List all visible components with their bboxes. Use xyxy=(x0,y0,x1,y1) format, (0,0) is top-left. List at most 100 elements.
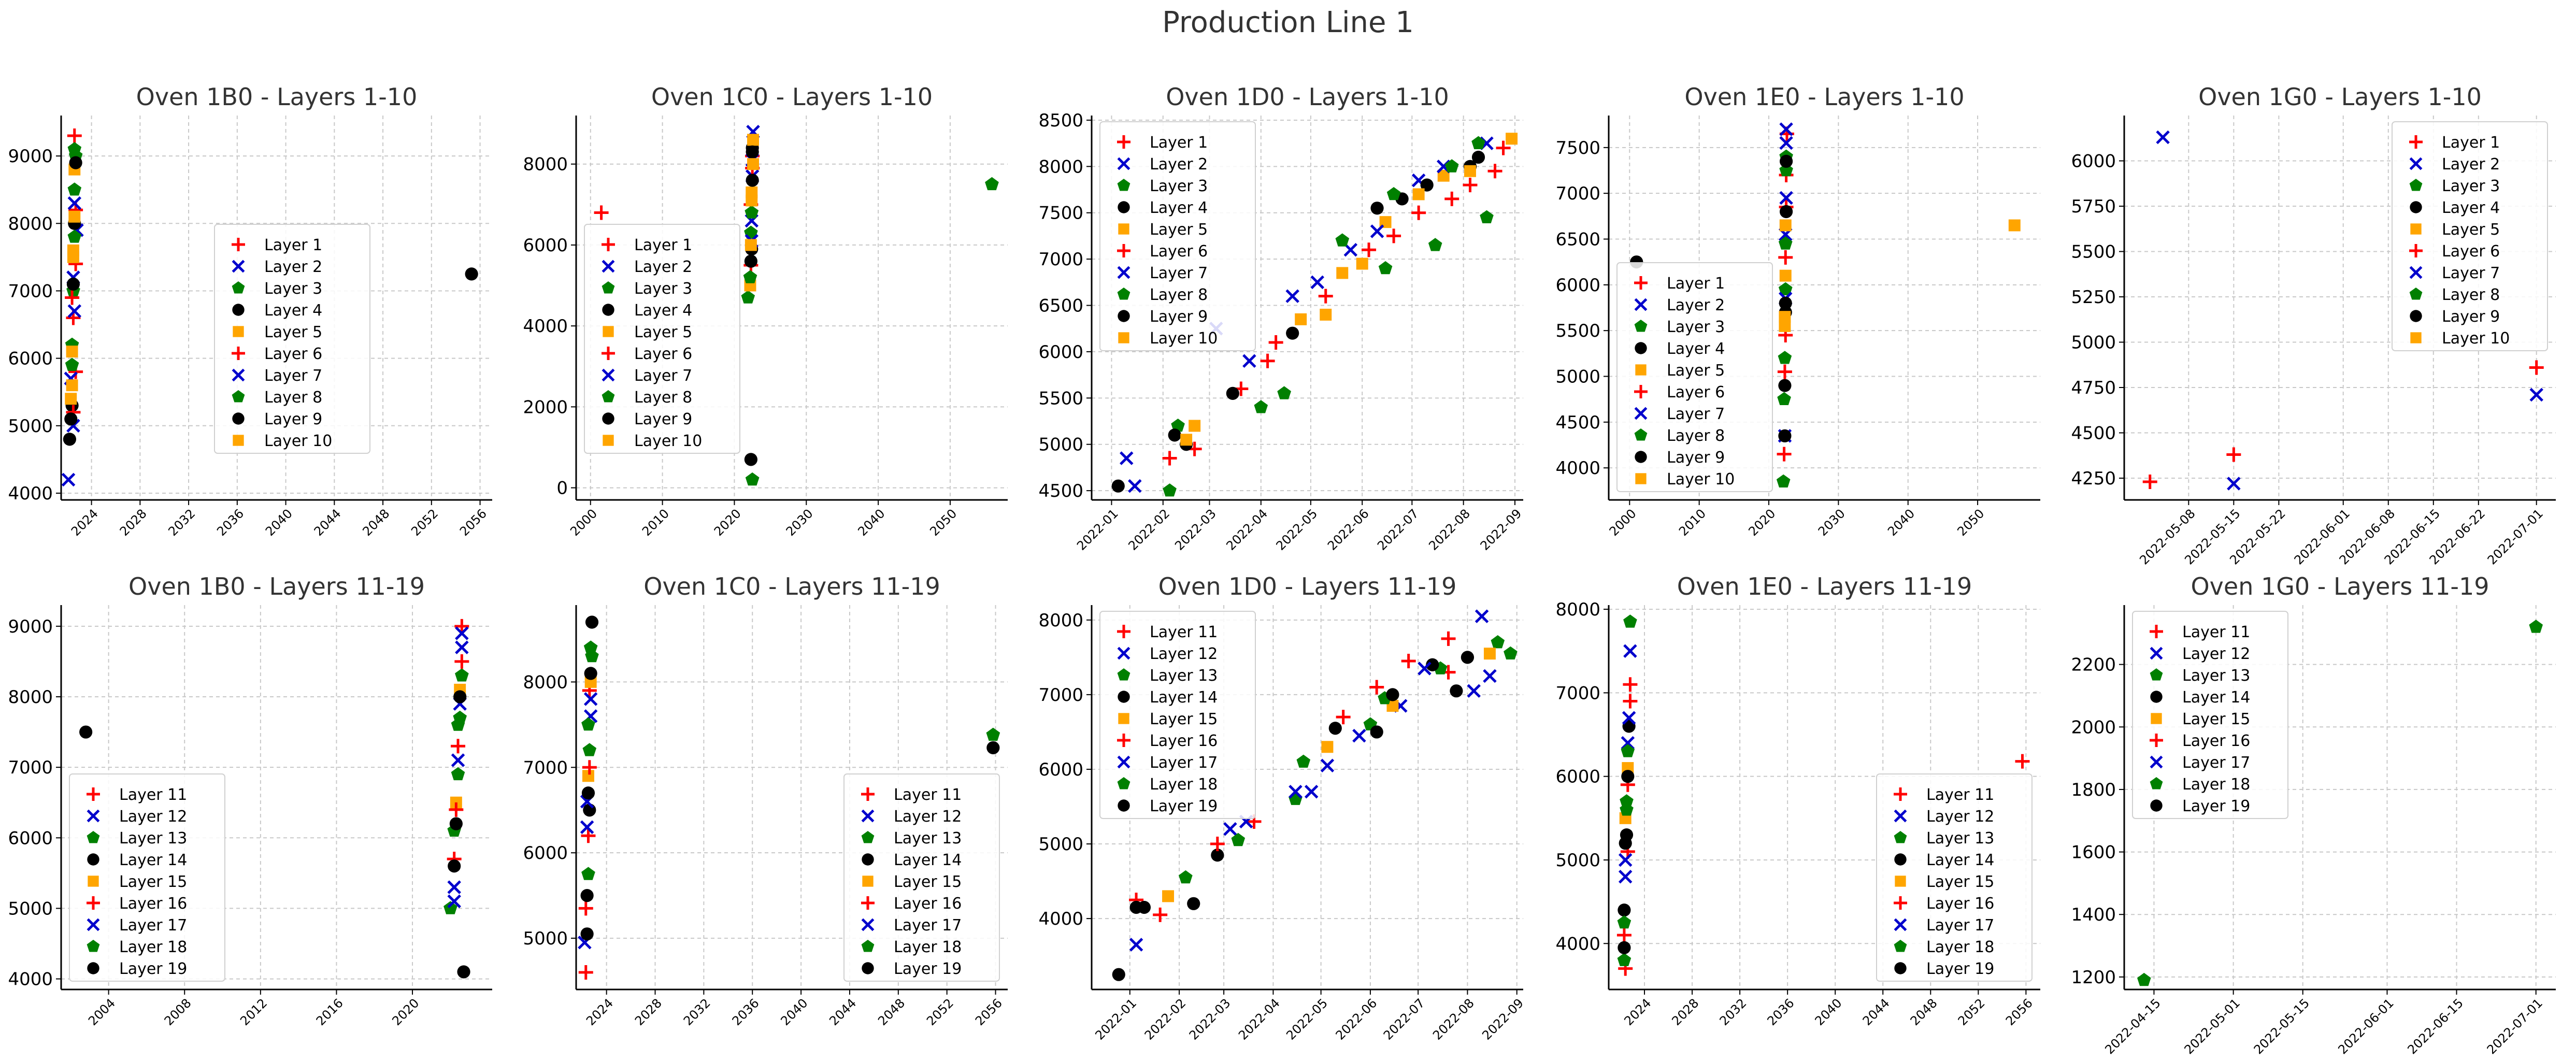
legend-item: Layer 16 xyxy=(1894,895,1994,913)
data-point xyxy=(1779,320,1791,332)
data-point xyxy=(1437,169,1450,182)
data-point xyxy=(1506,133,1518,145)
chart-panel-7: 2024 2028 2032 2036 2040 2044 2048 2052 2056 5000… xyxy=(523,572,1008,1028)
legend-marker xyxy=(1634,407,1648,420)
data-points xyxy=(61,128,478,487)
legend-label: Layer 15 xyxy=(119,873,187,891)
data-point xyxy=(447,880,461,894)
data-point xyxy=(1352,728,1366,743)
legend-item: Layer 1 xyxy=(602,236,692,254)
legend-item: Layer 5 xyxy=(603,323,692,341)
data-points xyxy=(1112,609,1518,981)
legend-label: Layer 10 xyxy=(1150,329,1218,348)
legend-marker xyxy=(1117,777,1130,790)
legend-label: Layer 9 xyxy=(1150,308,1208,326)
data-point xyxy=(744,254,757,268)
data-point xyxy=(63,433,77,446)
legend-marker xyxy=(1118,713,1129,724)
legend-marker xyxy=(87,940,100,952)
legend-marker xyxy=(2410,310,2422,322)
legend: Layer 1 Layer 2 Layer 3 Layer 4 Layer 5 Layer… xyxy=(1616,262,1773,492)
data-point xyxy=(1211,849,1224,862)
legend-marker xyxy=(1118,799,1130,812)
legend-label: Layer 9 xyxy=(264,410,322,428)
legend-label: Layer 12 xyxy=(1926,808,1994,826)
x-tick-label: 2022-02 xyxy=(1125,506,1172,553)
data-point xyxy=(1777,447,1792,462)
data-point xyxy=(449,802,464,817)
legend-item: Layer 5 xyxy=(2410,221,2500,239)
legend-marker xyxy=(602,238,615,251)
data-point xyxy=(447,894,461,909)
y-tick-label: 5000 xyxy=(8,898,53,919)
panels: 2024 2028 2032 2036 2040 2044 2048 2052 2056 4000… xyxy=(8,83,2556,1057)
data-point xyxy=(1129,938,1143,952)
legend-marker xyxy=(1634,320,1648,332)
legend-item: Layer 3 xyxy=(1117,177,1208,195)
data-point xyxy=(1210,837,1225,852)
legend-label: Layer 2 xyxy=(1667,296,1725,314)
y-tick-label: 5500 xyxy=(1038,388,1083,409)
data-point xyxy=(1779,122,1793,136)
x-tick-label: 2010 xyxy=(1676,506,1709,539)
legend-label: Layer 7 xyxy=(2442,264,2500,282)
legend-item: Layer 14 xyxy=(2150,688,2250,707)
legend-marker xyxy=(1894,918,1907,931)
x-tick-label: 2022-06 xyxy=(1333,996,1380,1043)
data-point xyxy=(1620,802,1634,816)
legend-item: Layer 4 xyxy=(602,302,692,320)
legend-label: Layer 11 xyxy=(119,786,187,804)
x-tick-label: 2040 xyxy=(855,506,888,539)
data-point xyxy=(66,277,80,291)
data-point xyxy=(580,889,594,902)
legend-marker xyxy=(233,326,244,337)
legend-label: Layer 1 xyxy=(634,236,692,254)
legend-label: Layer 6 xyxy=(1150,242,1208,261)
legend-label: Layer 14 xyxy=(894,851,962,869)
legend-marker xyxy=(861,918,875,931)
legend-item: Layer 19 xyxy=(87,960,187,978)
legend-item: Layer 15 xyxy=(1895,873,1994,891)
y-tick-label: 5750 xyxy=(2071,196,2116,217)
data-point xyxy=(451,753,465,767)
data-point xyxy=(1304,784,1319,799)
legend-label: Layer 5 xyxy=(1667,362,1725,380)
legend-label: Layer 2 xyxy=(2442,155,2500,174)
legend-label: Layer 16 xyxy=(1926,895,1994,913)
data-point xyxy=(986,741,1000,754)
data-point xyxy=(67,251,79,263)
y-tick-label: 2000 xyxy=(523,397,568,418)
legend-marker xyxy=(1894,831,1907,843)
data-point xyxy=(2529,388,2543,402)
legend-marker xyxy=(1117,157,1130,170)
chart-title: Oven 1E0 - Layers 1-10 xyxy=(1684,83,1964,111)
x-tick-label: 2048 xyxy=(360,506,392,539)
data-point xyxy=(1471,136,1485,149)
legend-label: Layer 12 xyxy=(2182,645,2250,663)
y-tick-label: 5000 xyxy=(1555,367,1600,388)
y-tick-label: 6000 xyxy=(1555,275,1600,296)
legend-label: Layer 2 xyxy=(634,258,692,276)
data-point xyxy=(1619,837,1632,850)
legend-label: Layer 18 xyxy=(2182,776,2250,794)
legend-label: Layer 8 xyxy=(1667,427,1725,445)
legend-label: Layer 15 xyxy=(2182,710,2250,728)
legend-item: Layer 2 xyxy=(1117,155,1208,174)
data-point xyxy=(454,654,469,669)
legend-item: Layer 12 xyxy=(861,808,962,826)
legend-marker xyxy=(1117,668,1130,681)
chart-title: Oven 1E0 - Layers 11-19 xyxy=(1677,572,1972,600)
legend-label: Layer 10 xyxy=(634,432,702,450)
data-point xyxy=(1226,386,1239,400)
legend-marker xyxy=(232,304,245,316)
legend-item: Layer 15 xyxy=(862,873,962,891)
legend-box xyxy=(214,224,370,454)
legend-label: Layer 19 xyxy=(894,960,962,978)
x-tick-label: 2000 xyxy=(567,506,600,539)
y-tick-label: 6000 xyxy=(1555,767,1600,787)
y-tick-label: 5000 xyxy=(523,928,568,949)
legend-item: Layer 6 xyxy=(2409,242,2500,261)
legend-item: Layer 13 xyxy=(1894,829,1994,848)
legend-marker xyxy=(861,787,875,801)
